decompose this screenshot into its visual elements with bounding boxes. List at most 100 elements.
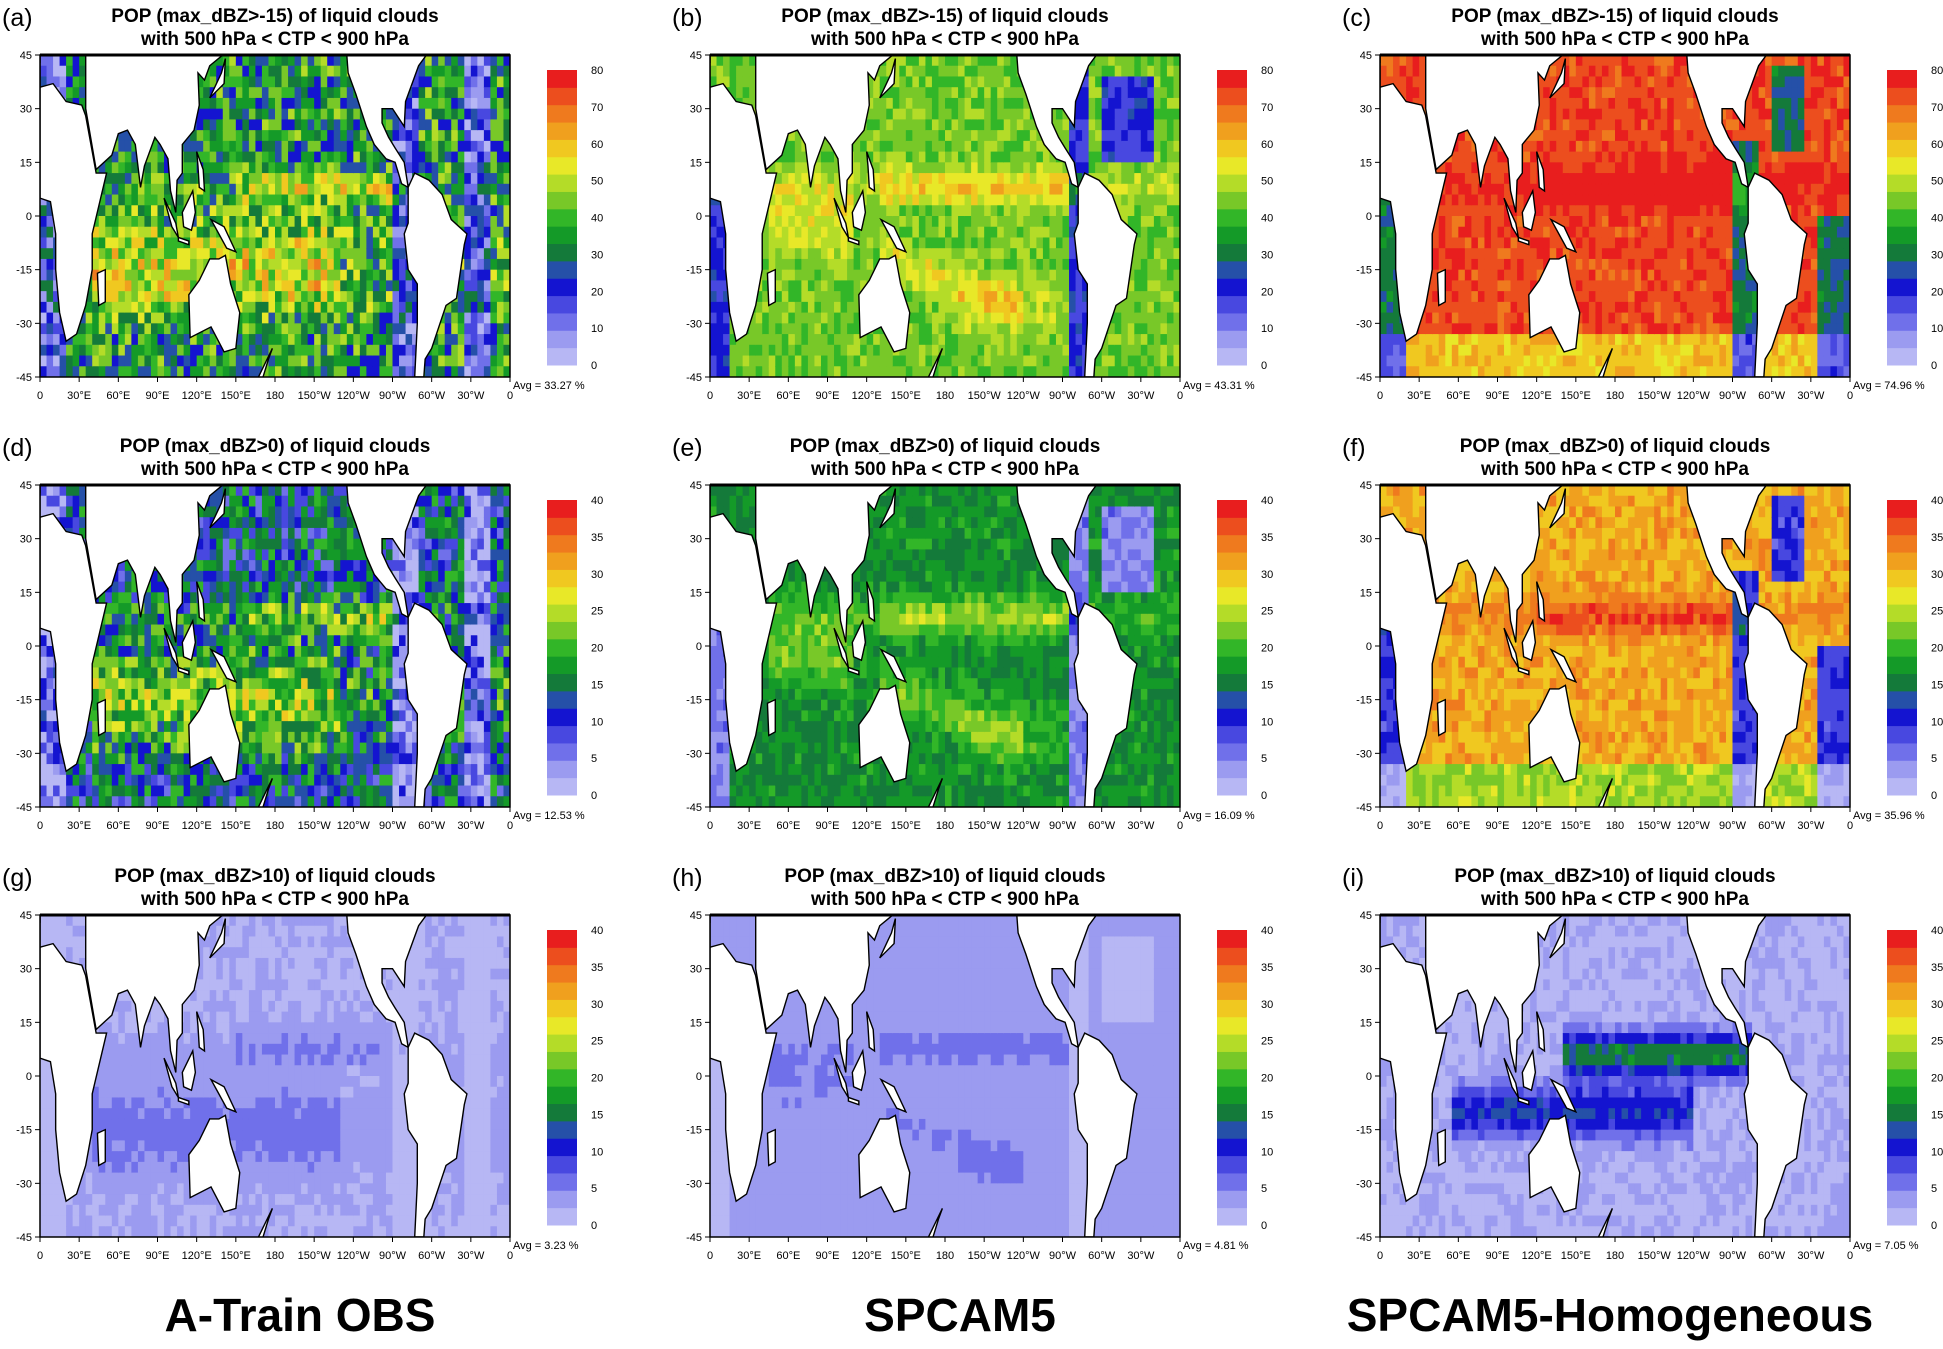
colorbar-swatch [547, 174, 577, 192]
colorbar-tick-label: 15 [1261, 1109, 1273, 1121]
colorbar-swatch [1887, 1138, 1917, 1157]
map-panel-d: (d) POP (max_dBZ>0) of liquid clouds with … [0, 430, 640, 860]
colorbar-tick-label: 40 [1931, 213, 1943, 225]
panel-title-line1: POP (max_dBZ>-15) of liquid clouds [710, 6, 1180, 28]
colorbar-tick-label: 35 [1931, 962, 1943, 974]
colorbar-swatch [1217, 122, 1247, 140]
lon-tick-label: 60°W [418, 820, 446, 832]
panel-title-line2: with 500 hPa < CTP < 900 hPa [40, 29, 510, 51]
land-shape [84, 915, 224, 1073]
land-shape [766, 268, 776, 307]
panel-title-line1: POP (max_dBZ>10) of liquid clouds [40, 866, 510, 888]
land-shape [1549, 58, 1567, 99]
colorbar-swatch [1887, 725, 1917, 744]
land-shape [1521, 618, 1537, 662]
colorbar-swatch [1217, 708, 1247, 727]
lat-tick-label: 0 [26, 641, 32, 653]
land-shape [96, 268, 106, 307]
avg-label: Avg = 35.96 % [1853, 810, 1925, 822]
lon-tick-label: 90°W [1719, 1250, 1747, 1262]
lon-tick-label: 30°E [1407, 1250, 1431, 1262]
land-shape [1528, 684, 1581, 783]
colorbar-swatch [547, 1103, 577, 1122]
lon-tick-label: 60°E [106, 390, 130, 402]
colorbar-swatch [547, 760, 577, 779]
colorbar-tick-label: 20 [1931, 1073, 1943, 1085]
land-shape [1436, 1128, 1446, 1167]
panel-label: (e) [672, 434, 703, 463]
lon-tick-label: 60°W [418, 390, 446, 402]
land-shape [858, 254, 911, 353]
lat-tick-label: 15 [690, 587, 702, 599]
map-svg: 45 30 15 0 -15 -30 -45 0 30°E 60°E 90°E 120°E 150°E 1… [16, 480, 603, 832]
colorbar-swatch [547, 656, 577, 675]
lon-tick-label: 90°W [1719, 390, 1747, 402]
land-shape [710, 82, 778, 343]
lon-tick-label: 180 [266, 390, 284, 402]
land-shape [1549, 488, 1567, 529]
lat-tick-label: -30 [686, 748, 702, 760]
land-shape [879, 217, 908, 254]
lat-tick-label: -45 [1356, 802, 1372, 814]
colorbar-tick-label: 10 [1261, 1146, 1273, 1158]
colorbar-swatch [1887, 174, 1917, 192]
land-shape [1380, 512, 1448, 773]
colorbar-swatch [1217, 243, 1247, 262]
lat-tick-label: 30 [690, 104, 702, 116]
lon-tick-label: 150°E [221, 390, 251, 402]
land-shape [1016, 485, 1098, 619]
land-shape [181, 618, 197, 662]
colorbar-swatch [1217, 208, 1247, 227]
land-shape [1743, 1032, 1808, 1237]
land-shape [40, 915, 41, 948]
colorbar-tick-label: 0 [1261, 790, 1267, 802]
lon-tick-label: 60°W [1758, 1250, 1786, 1262]
panel-title-line2: with 500 hPa < CTP < 900 hPa [1380, 889, 1850, 911]
colorbar-swatch [547, 982, 577, 1000]
land-shape [1380, 82, 1448, 343]
panel-title-line2: with 500 hPa < CTP < 900 hPa [1380, 29, 1850, 51]
colorbar-swatch [547, 191, 577, 210]
lat-tick-label: 45 [690, 50, 702, 62]
colorbar-swatch [1217, 1051, 1247, 1070]
lat-tick-label: -30 [1356, 318, 1372, 330]
colorbar-swatch [547, 260, 577, 279]
lon-tick-label: 0 [707, 1250, 713, 1262]
colorbar-swatch [1887, 673, 1917, 692]
land-shape [1016, 55, 1098, 189]
lat-tick-label: -45 [16, 802, 32, 814]
lon-tick-label: 180 [936, 820, 954, 832]
lon-tick-label: 150°E [891, 820, 921, 832]
colorbar-swatch [1887, 156, 1917, 175]
lon-tick-label: 150°W [298, 390, 332, 402]
land-shape [1686, 485, 1768, 619]
colorbar-tick-label: 0 [1261, 1220, 1267, 1232]
lon-tick-label: 0 [1177, 820, 1183, 832]
colorbar-tick-label: 15 [1931, 679, 1943, 691]
colorbar-tick-label: 10 [1931, 323, 1943, 335]
land-shape [181, 1048, 197, 1092]
lat-tick-label: -15 [16, 1125, 32, 1137]
colorbar-tick-label: 80 [1261, 65, 1273, 77]
lon-tick-label: 180 [1606, 390, 1624, 402]
colorbar-swatch [547, 347, 577, 366]
panel-title-line1: POP (max_dBZ>10) of liquid clouds [1380, 866, 1850, 888]
colorbar-swatch [1217, 982, 1247, 1000]
lat-tick-label: 30 [20, 964, 32, 976]
lat-tick-label: 0 [1366, 1071, 1372, 1083]
panel-title-line2: with 500 hPa < CTP < 900 hPa [1380, 459, 1850, 481]
lon-tick-label: 0 [37, 1250, 43, 1262]
land-shape [847, 1096, 860, 1106]
colorbar-swatch [1217, 947, 1247, 966]
lon-tick-label: 0 [507, 1250, 513, 1262]
colorbar-tick-label: 50 [1261, 176, 1273, 188]
lon-tick-label: 120°E [852, 390, 882, 402]
lon-tick-label: 30°W [1797, 1250, 1825, 1262]
colorbar-tick-label: 30 [1931, 569, 1943, 581]
colorbar-tick-label: 15 [591, 679, 603, 691]
lat-tick-label: 15 [1360, 587, 1372, 599]
panel-label: (d) [2, 434, 33, 463]
lon-tick-label: 120°W [1677, 1250, 1711, 1262]
colorbar-tick-label: 5 [1261, 753, 1267, 765]
colorbar-swatch [547, 122, 577, 140]
